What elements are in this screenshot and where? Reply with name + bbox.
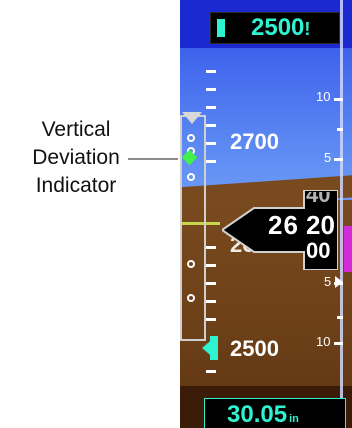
tape-tick xyxy=(206,282,216,285)
tape-tick xyxy=(206,70,216,73)
current-altitude-pointer: 26 40 20 00 xyxy=(222,190,338,270)
tape-tick xyxy=(206,106,216,109)
tape-tick xyxy=(206,318,216,321)
tape-tick xyxy=(206,124,216,127)
tape-tick xyxy=(206,88,216,91)
vs-tick xyxy=(334,342,343,345)
vdi-chevron-icon xyxy=(182,112,202,124)
callout-leader-line xyxy=(128,158,178,160)
tape-tick xyxy=(206,370,216,373)
barometric-setting-value: 30.05 in xyxy=(227,401,299,428)
vdi-dot xyxy=(187,173,195,181)
callout-line-3: Indicator xyxy=(35,174,117,197)
vdi-dot xyxy=(187,134,195,142)
tape-tick xyxy=(206,300,216,303)
vdi-dot xyxy=(187,294,195,302)
vertical-speed-trend-bar xyxy=(344,226,352,272)
callout-line-2: Deviation xyxy=(32,146,120,169)
pointer-outline-icon xyxy=(222,190,338,270)
selected-altitude-bug-icon xyxy=(217,19,225,37)
tens-current: 20 xyxy=(306,210,335,240)
altitude-bug-body xyxy=(210,336,218,360)
tape-tick xyxy=(206,264,216,267)
tens-below: 00 xyxy=(306,238,331,263)
vertical-deviation-indicator xyxy=(180,115,206,341)
tape-label-2500: 2500 xyxy=(230,336,279,361)
vs-label-down-5: 5 xyxy=(324,274,332,289)
vdi-dot xyxy=(187,260,195,268)
vertical-speed-pointer xyxy=(335,276,343,288)
vs-label-up-10: 10 xyxy=(316,89,331,104)
vertical-speed-scale xyxy=(340,0,343,428)
selected-altitude-value: 2500! xyxy=(251,14,311,41)
vs-tick xyxy=(334,158,343,161)
vs-tick xyxy=(334,98,343,101)
vs-label-up-5: 5 xyxy=(324,150,332,165)
reference-line xyxy=(180,222,220,225)
vs-label-down-10: 10 xyxy=(316,334,331,349)
tape-tick xyxy=(206,246,216,249)
vs-tick xyxy=(337,128,343,131)
tens-above: 40 xyxy=(306,192,331,207)
tape-tick xyxy=(206,160,216,163)
altimeter-tape: 10 5 5 10 2700 2500 26 00 26 40 20 00 250… xyxy=(180,0,352,428)
callout-line-1: Vertical xyxy=(41,118,111,141)
barometric-setting-box: 30.05 in xyxy=(204,398,346,428)
selected-altitude-box: 2500! xyxy=(210,12,340,44)
current-altitude-tens-drum: 40 20 00 xyxy=(304,192,338,268)
current-altitude-hundreds: 26 xyxy=(268,210,299,240)
vdi-callout-label: Vertical Deviation Indicator xyxy=(0,116,152,200)
tape-label-2700: 2700 xyxy=(230,129,279,154)
tape-tick xyxy=(206,142,216,145)
vs-tick xyxy=(337,316,343,319)
